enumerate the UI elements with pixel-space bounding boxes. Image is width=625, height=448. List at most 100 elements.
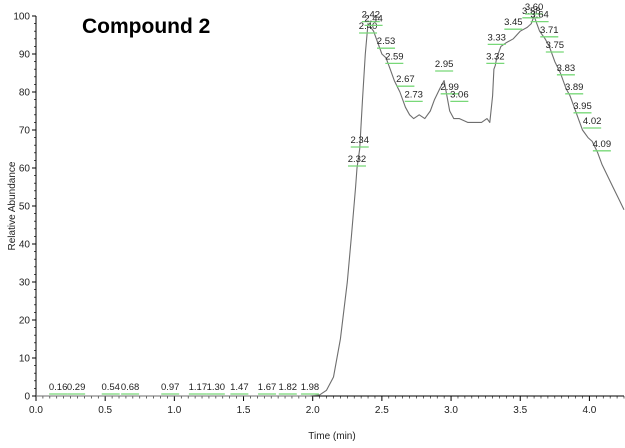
peak-label-text: 3.32 [486,51,505,62]
peak-label-text: 2.53 [377,36,396,47]
peak-label-text: 3.95 [573,101,592,112]
peak-label-text: 1.47 [230,382,249,393]
chromatogram-trace [36,15,625,397]
peak-label-text: 2.32 [348,154,367,165]
peak-label-text: 1.67 [258,382,277,393]
y-tick-label: 50 [19,202,31,213]
peak-label-text: 3.60 [525,2,544,13]
peak-label: 4.09 [593,139,612,152]
peak-label: 3.95 [573,101,592,114]
peak-label: 2.73 [404,89,423,103]
peak-label-text: 3.71 [540,25,559,36]
x-tick-label: 0.5 [98,405,112,416]
y-tick-label: 40 [19,240,31,251]
peak-label: 0.54 [101,382,120,395]
x-tick-label: 0.0 [29,405,43,416]
chart-title: Compound 2 [82,15,210,38]
peak-label-text: 3.45 [504,17,523,28]
x-tick-label: 3.0 [444,405,458,416]
peak-label-text: 3.89 [565,82,584,93]
x-tick-label: 3.5 [513,405,527,416]
peak-label: 3.58 [522,6,541,19]
peak-label: 3.06 [450,89,469,103]
peak-label-text: 0.68 [121,382,140,393]
peak-label-text: 0.54 [101,382,120,393]
peak-label: 2.40 [359,21,378,34]
peak-label: 3.89 [565,82,584,95]
peak-label-text: 0.29 [67,382,86,393]
peak-label-text: 2.99 [440,82,459,93]
peak-label: 1.98 [301,382,320,395]
peak-label: 1.82 [279,382,298,395]
peak-label: 2.42 [362,10,381,23]
peak-label: 1.47 [230,382,249,395]
peak-label: 2.59 [385,51,404,65]
x-tick-label: 1.0 [167,405,181,416]
peak-label: 2.99 [440,82,459,95]
peak-label: 0.16 [49,382,68,395]
peak-label: 2.32 [348,154,367,167]
peak-label: 3.33 [487,32,506,46]
peak-label: 0.29 [67,382,86,395]
peak-label-text: 2.42 [362,10,381,21]
peak-label-text: 2.73 [404,89,423,100]
peak-label: 0.68 [121,382,140,395]
peak-label-text: 3.58 [522,6,541,17]
peak-label-text: 2.34 [350,135,369,146]
x-axis-title: Time (min) [308,431,355,442]
peak-label-text: 3.06 [450,89,469,100]
peak-label-text: 3.83 [557,63,576,74]
peak-label: 3.75 [546,40,565,53]
peak-label: 0.97 [161,382,180,395]
peak-label-text: 2.40 [359,21,378,32]
peak-label-text: 3.64 [530,10,549,21]
y-tick-label: 20 [19,316,31,327]
peak-label: 2.95 [435,59,454,72]
plot-area: 0.16 0.29 0.54 0.68 0.97 1.17 1.30 1.47 1.67 1.82… [36,2,625,397]
peak-label-text: 1.30 [207,382,226,393]
peak-label-text: 1.17 [189,382,208,393]
peak-label-text: 0.16 [49,382,68,393]
x-tick-label: 2.5 [375,405,389,416]
y-tick-label: 100 [13,12,30,23]
peak-label-text: 2.44 [364,13,383,24]
peak-label-text: 3.33 [487,32,506,43]
peak-label: 1.17 [189,382,208,395]
y-tick-label: 70 [19,126,31,137]
peak-label-text: 2.95 [435,59,454,70]
peak-label: 3.71 [540,25,559,38]
peak-label-text: 1.98 [301,382,320,393]
peak-label: 3.45 [504,17,523,30]
peak-label: 3.83 [557,63,576,76]
y-tick-label: 80 [19,88,31,99]
y-tick-label: 90 [19,50,31,61]
peak-label-text: 3.75 [546,40,565,51]
peak-label: 2.44 [364,13,383,27]
y-tick-label: 60 [19,164,31,175]
peak-label-text: 4.02 [583,116,602,127]
peak-label-text: 4.09 [593,139,612,150]
peak-label: 4.02 [583,116,602,129]
peak-label-text: 1.82 [279,382,298,393]
y-tick-label: 0 [24,392,30,403]
x-axis: 0.0 0.5 1.0 1.5 2.0 2.5 3.0 3.5 4.0 [29,395,625,416]
x-tick-label: 4.0 [582,405,596,416]
peak-label: 3.64 [530,10,549,23]
x-tick-label: 2.0 [306,405,320,416]
peak-label: 3.32 [486,51,505,65]
peak-label-text: 2.67 [396,74,415,85]
peak-label: 1.67 [258,382,277,395]
peak-label: 2.53 [377,36,396,49]
peak-label: 3.60 [525,2,544,15]
peak-label: 1.30 [207,382,226,395]
x-tick-label: 1.5 [237,405,251,416]
y-axis-title: Relative Abundance [7,161,18,250]
peak-label: 2.34 [350,135,369,148]
y-axis: 0 10 20 30 40 50 60 70 80 90 100 [13,12,37,403]
peak-label-text: 0.97 [161,382,180,393]
peak-label: 2.67 [396,74,415,87]
y-tick-label: 10 [19,354,31,365]
peak-label-text: 2.59 [385,51,404,62]
y-tick-label: 30 [19,278,31,289]
